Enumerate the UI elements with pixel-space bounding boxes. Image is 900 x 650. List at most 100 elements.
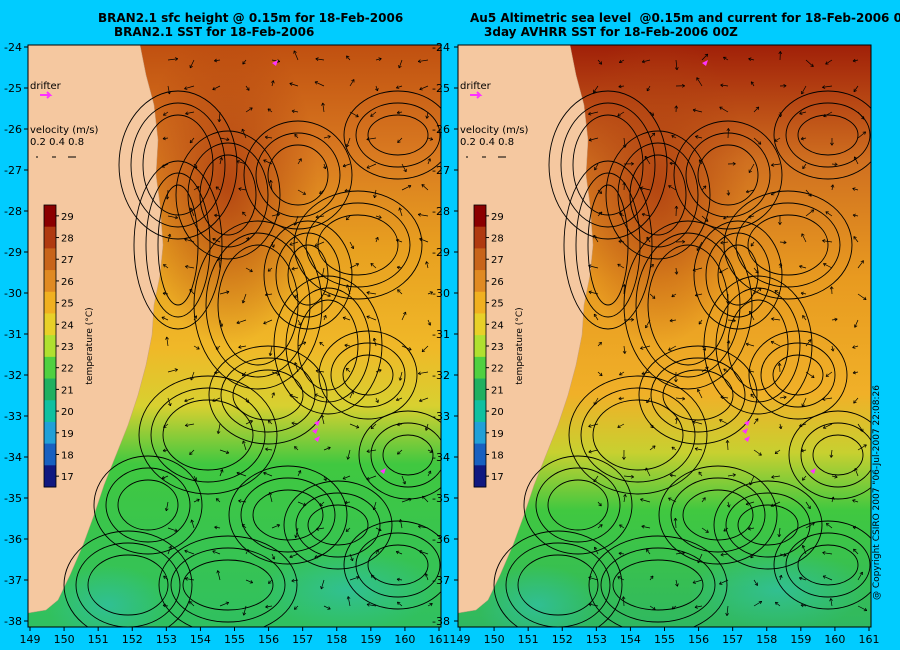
velocity-arrow	[342, 475, 351, 480]
velocity-arrow	[649, 132, 656, 139]
velocity-arrow-head	[779, 362, 782, 366]
velocity-arrow-head	[771, 164, 775, 167]
contour-line	[737, 504, 799, 546]
contour-line	[629, 154, 687, 236]
velocity-arrow	[668, 185, 677, 191]
velocity-arrow-head	[831, 142, 834, 146]
velocity-arrow	[802, 475, 807, 481]
colorbar-tick-label: 22	[61, 364, 74, 375]
velocity-arrow-head	[618, 398, 622, 401]
velocity-arrow-head	[409, 185, 412, 189]
velocity-arrow	[323, 475, 327, 481]
velocity-arrow-head	[778, 426, 782, 430]
velocity-arrow-head	[694, 448, 698, 451]
velocity-arrow-head	[265, 448, 268, 452]
velocity-arrow	[854, 468, 859, 477]
velocity-arrow	[397, 601, 403, 607]
velocity-arrow	[236, 319, 247, 324]
velocity-arrow	[427, 137, 433, 140]
contour-line	[560, 102, 656, 228]
velocity-arrow	[805, 209, 814, 217]
velocity-arrow-head	[395, 397, 399, 401]
velocity-arrow-head	[801, 545, 803, 549]
lat-tick-label: -29	[4, 246, 22, 259]
velocity-arrow-head	[397, 289, 399, 293]
velocity-arrow-head	[624, 284, 627, 288]
contour-line	[547, 479, 609, 531]
velocity-arrow	[162, 449, 169, 452]
velocity-arrow	[857, 605, 867, 611]
velocity-arrow-head	[695, 135, 699, 137]
velocity-arrow-head	[273, 392, 275, 396]
velocity-arrow	[750, 393, 755, 399]
velocity-arrow	[823, 111, 833, 117]
velocity-arrow-head	[624, 182, 627, 186]
contour-line	[580, 387, 696, 483]
velocity-arrow-head	[854, 468, 856, 472]
lat-tick-label: -27	[4, 164, 22, 177]
contour-line	[208, 345, 328, 445]
velocity-arrow-head	[164, 507, 167, 512]
velocity-arrow	[692, 109, 703, 113]
velocity-arrow	[344, 189, 351, 192]
velocity-arrow-head	[294, 223, 298, 226]
contour-line	[575, 172, 641, 318]
velocity-arrow	[823, 423, 833, 429]
colorbar-segment	[474, 291, 486, 314]
velocity-arrow-head	[242, 62, 246, 65]
velocity-arrow-head	[854, 156, 858, 159]
velocity-arrow-head	[777, 533, 780, 537]
velocity-arrow-head	[800, 138, 805, 141]
velocity-arrow	[426, 111, 429, 119]
velocity-arrow	[214, 526, 221, 529]
velocity-arrow-head	[829, 286, 832, 290]
velocity-arrow	[241, 128, 247, 139]
velocity-arrow-head	[671, 135, 674, 139]
velocity-arrow-head	[396, 422, 400, 426]
velocity-arrow-head	[170, 546, 172, 550]
velocity-arrow	[852, 499, 859, 503]
velocity-arrow	[853, 85, 859, 92]
velocity-arrow	[218, 111, 221, 122]
velocity-arrow-head	[174, 57, 178, 60]
colorbar-tick-label: 19	[61, 429, 74, 440]
lat-tick-label: -24	[432, 41, 450, 54]
velocity-arrow-head	[219, 157, 222, 160]
velocity-arrow	[745, 501, 755, 505]
velocity-arrow-head	[397, 289, 401, 291]
velocity-arrow	[219, 449, 230, 454]
velocity-arrow	[701, 366, 709, 373]
velocity-arrow-head	[728, 504, 731, 508]
velocity-arrow-head	[315, 369, 319, 372]
velocity-arrow	[193, 475, 197, 481]
velocity-arrow-head	[185, 113, 189, 116]
velocity-arrow-head	[677, 583, 679, 587]
velocity-arrow-head	[184, 550, 187, 554]
velocity-arrow-head	[294, 294, 296, 298]
velocity-arrow-head	[185, 425, 189, 427]
velocity-arrow-head	[783, 242, 787, 245]
colorbar-tick-label: 29	[61, 212, 74, 223]
velocity-arrow	[322, 102, 325, 113]
velocity-arrow	[323, 605, 331, 610]
velocity-arrow-head	[430, 291, 433, 295]
velocity-arrow	[184, 397, 195, 402]
velocity-arrow-head	[276, 212, 280, 215]
velocity-arrow	[753, 418, 759, 425]
velocity-arrow	[597, 342, 602, 347]
velocity-arrow-head	[706, 54, 709, 58]
velocity-arrow-head	[745, 189, 749, 193]
velocity-arrow	[294, 446, 299, 451]
velocity-arrow-head	[408, 497, 412, 500]
contour-line	[605, 130, 711, 260]
velocity-arrow-head	[692, 421, 696, 424]
velocity-arrow-head	[242, 374, 246, 377]
velocity-arrow-head	[692, 108, 696, 111]
contour-line	[358, 410, 441, 500]
velocity-arrow-head	[751, 81, 755, 84]
velocity-arrow-head	[378, 57, 382, 59]
velocity-arrow-head	[370, 113, 372, 117]
velocity-arrow-head	[594, 168, 598, 171]
velocity-arrow-head	[314, 243, 317, 247]
velocity-arrow-head	[190, 66, 193, 69]
